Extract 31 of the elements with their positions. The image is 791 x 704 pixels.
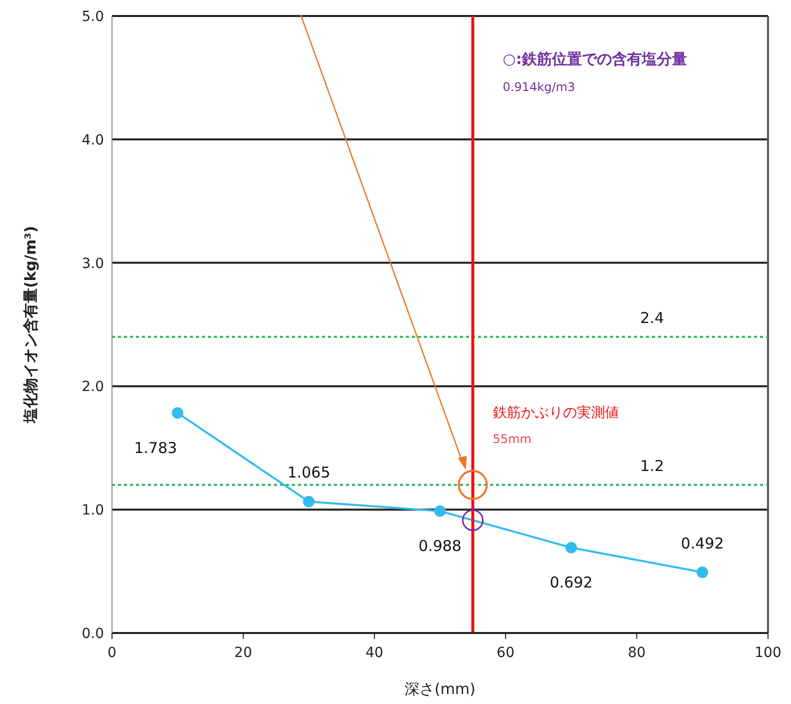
x-tick-label: 40 bbox=[365, 645, 384, 661]
point bbox=[565, 542, 577, 554]
annotation: 55mm bbox=[492, 432, 532, 446]
annotation: ○:鉄筋位置での含有塩分量 bbox=[502, 50, 687, 68]
x-tick-label: 100 bbox=[754, 645, 782, 661]
point bbox=[303, 496, 315, 508]
annotation: 0.914kg/m3 bbox=[502, 80, 576, 94]
y-tick-label: 0.0 bbox=[82, 626, 104, 642]
y-tick-label: 4.0 bbox=[82, 132, 104, 148]
ref-line-label: 1.2 bbox=[640, 456, 664, 475]
x-tick-label: 0 bbox=[108, 645, 116, 661]
point bbox=[462, 509, 484, 531]
x-tick-label: 20 bbox=[234, 645, 252, 661]
data-label: 0.492 bbox=[680, 534, 724, 552]
point bbox=[172, 407, 184, 419]
x-axis-title: 深さ(mm) bbox=[404, 680, 476, 698]
y-tick-label: 1.0 bbox=[82, 502, 104, 519]
x-tick-label: 60 bbox=[496, 645, 515, 661]
point bbox=[696, 566, 708, 578]
y-axis-title: 塩化物イオン含有量(kg/m³) bbox=[21, 226, 40, 424]
y-tick-label: 5.0 bbox=[82, 8, 104, 25]
y-tick-label: 2.0 bbox=[82, 379, 104, 396]
data-label: 0.692 bbox=[550, 574, 593, 592]
y-tick-label: 3.0 bbox=[82, 256, 104, 272]
data-label: 1.065 bbox=[287, 464, 330, 482]
data-label: 0.988 bbox=[418, 537, 462, 556]
annotation: 鉄筋かぶりの実測値 bbox=[492, 405, 619, 422]
point bbox=[434, 505, 446, 517]
ref-line-label: 2.4 bbox=[640, 308, 664, 327]
x-tick-label: 80 bbox=[628, 645, 646, 661]
data-label: 1.783 bbox=[134, 438, 178, 457]
